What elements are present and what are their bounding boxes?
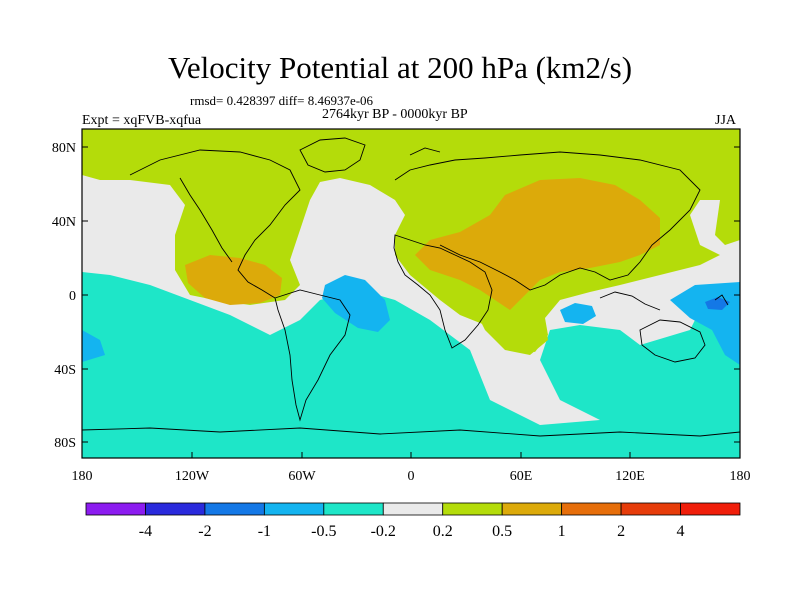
lon-label-60w: 60W <box>288 469 316 484</box>
field-lightblue-samerica <box>322 275 390 332</box>
colorbar-swatch <box>620 502 681 516</box>
lat-label-80n: 80N <box>52 141 76 156</box>
field-blue-wpacific <box>705 297 730 310</box>
colorbar-label: -0.5 <box>311 523 336 540</box>
colorbar-swatch <box>501 502 563 516</box>
field-orange-america <box>185 255 282 305</box>
colorbar-label: 4 <box>677 523 685 540</box>
lon-label-120w: 120W <box>175 469 210 484</box>
lon-label-120e: 120E <box>615 469 645 484</box>
period-label: 2764kyr BP - 0000kyr BP <box>322 107 468 122</box>
map-title: Velocity Potential at 200 hPa (km2/s) <box>167 50 633 85</box>
axis-ticks <box>81 146 741 458</box>
colorbar-label: -2 <box>198 523 211 540</box>
field-green-africa <box>470 300 548 355</box>
colorbar-swatch <box>561 502 622 516</box>
colorbar: -4 -2 -1 -0.5 -0.2 0.2 0.5 1 2 4 <box>85 502 741 540</box>
lon-label-180w: 180 <box>72 469 93 484</box>
lat-label-80s: 80S <box>54 436 76 451</box>
colorbar-swatch <box>680 502 741 516</box>
colorbar-label: 2 <box>617 523 625 540</box>
field-lightblue-indian <box>560 303 596 324</box>
colorbar-swatch <box>204 502 265 516</box>
lat-label-40n: 40N <box>52 215 76 230</box>
colorbar-swatch <box>145 502 206 516</box>
field-green-pacific <box>715 195 740 245</box>
colorbar-swatch <box>85 502 146 516</box>
colorbar-label: 0.2 <box>433 523 453 540</box>
colorbar-swatch <box>323 502 384 516</box>
experiment-label: Expt = xqFVB-xqfua <box>82 113 202 128</box>
colorbar-label: -1 <box>258 523 271 540</box>
stats-label: rmsd= 0.428397 diff= 8.46937e-06 <box>190 93 374 108</box>
season-label: JJA <box>715 113 737 128</box>
colorbar-swatch <box>442 502 503 516</box>
field-orange-asia <box>415 178 660 310</box>
colorbar-label: -0.2 <box>371 523 396 540</box>
contour-field <box>82 129 740 458</box>
colorbar-label: 0.5 <box>492 523 512 540</box>
coastlines <box>82 137 740 437</box>
lon-label-180e: 180 <box>730 469 751 484</box>
lon-label-0: 0 <box>408 469 415 484</box>
colorbar-swatch <box>263 502 325 516</box>
field-lightblue-epacific <box>82 330 105 362</box>
lat-label-40s: 40S <box>54 363 76 378</box>
lon-label-60e: 60E <box>510 469 533 484</box>
colorbar-swatch <box>382 502 444 516</box>
colorbar-label: 1 <box>558 523 566 540</box>
lat-label-0: 0 <box>69 289 76 304</box>
colorbar-label: -4 <box>139 523 152 540</box>
